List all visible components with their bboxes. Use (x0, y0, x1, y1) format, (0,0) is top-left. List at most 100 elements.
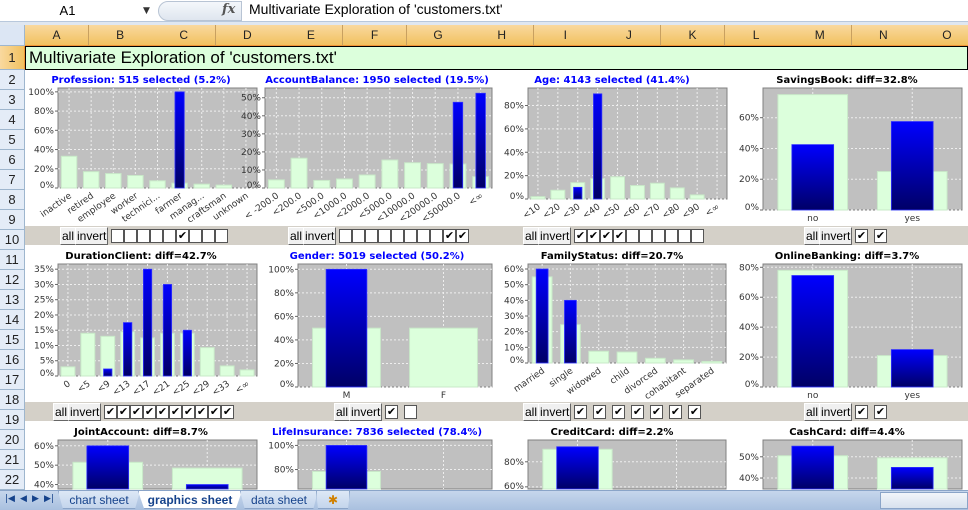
column-header-g[interactable]: G (406, 25, 471, 46)
base-bar[interactable] (219, 365, 235, 377)
selected-bar[interactable] (475, 92, 486, 189)
first-sheet-icon[interactable]: |◀ (5, 494, 15, 504)
column-header-e[interactable]: E (279, 25, 344, 46)
selected-bar[interactable] (142, 268, 153, 377)
category-checkbox[interactable] (678, 229, 691, 243)
category-checkbox[interactable]: ✔ (182, 405, 195, 419)
insert-function-icon[interactable]: fx (222, 2, 236, 17)
selected-bar[interactable] (103, 368, 113, 377)
prev-sheet-icon[interactable]: ◀ (20, 494, 27, 504)
base-bar[interactable] (629, 185, 645, 200)
tab-graphics-sheet[interactable]: graphics sheet (138, 491, 242, 509)
base-bar[interactable] (199, 347, 215, 377)
row-header-10[interactable]: 10 (0, 230, 25, 250)
column-header-c[interactable]: C (152, 25, 217, 46)
tab-chart-sheet[interactable]: chart sheet (58, 491, 140, 509)
base-bar[interactable] (149, 180, 166, 189)
base-bar[interactable] (60, 155, 78, 189)
selected-bar[interactable] (573, 186, 583, 200)
row-header-22[interactable]: 22 (0, 470, 25, 490)
select-all-button[interactable]: all (804, 227, 821, 245)
last-sheet-icon[interactable]: ▶| (44, 494, 54, 504)
category-checkbox[interactable]: ✔ (855, 405, 868, 419)
row-header-16[interactable]: 16 (0, 350, 25, 370)
base-bar[interactable] (404, 162, 421, 189)
base-bar[interactable] (610, 176, 626, 200)
row-header-21[interactable]: 21 (0, 450, 25, 470)
invert-button[interactable]: invert (349, 403, 383, 421)
category-checkbox[interactable]: ✔ (874, 405, 887, 419)
selected-bar[interactable] (535, 268, 549, 364)
category-checkbox[interactable]: ✔ (156, 405, 169, 419)
row-header-9[interactable]: 9 (0, 210, 25, 230)
column-header-f[interactable]: F (343, 25, 407, 46)
formula-input[interactable]: Multivariate Exploration of 'customers.t… (249, 1, 503, 17)
category-checkbox[interactable] (404, 405, 417, 419)
base-bar[interactable] (644, 357, 666, 364)
selected-bar[interactable] (182, 329, 192, 377)
invert-button[interactable]: invert (819, 403, 853, 421)
category-checkbox[interactable] (665, 229, 678, 243)
row-header-3[interactable]: 3 (0, 90, 25, 110)
base-bar[interactable] (290, 157, 308, 189)
category-checkbox[interactable]: ✔ (456, 229, 469, 243)
category-checkbox[interactable]: ✔ (688, 405, 701, 419)
base-bar[interactable] (239, 369, 255, 377)
name-box[interactable]: A1 (59, 3, 76, 18)
base-bar[interactable] (105, 173, 122, 189)
selected-bar[interactable] (452, 101, 464, 189)
base-bar[interactable] (215, 184, 233, 189)
horizontal-scrollbar[interactable] (880, 492, 968, 509)
row-header-4[interactable]: 4 (0, 110, 25, 130)
selected-bar[interactable] (185, 484, 229, 490)
category-checkbox[interactable]: ✔ (574, 229, 587, 243)
category-checkbox[interactable] (352, 229, 365, 243)
selected-bar[interactable] (325, 268, 368, 388)
category-checkbox[interactable]: ✔ (593, 405, 606, 419)
category-checkbox[interactable]: ✔ (587, 229, 600, 243)
category-checkbox[interactable]: ✔ (443, 229, 456, 243)
row-header-1[interactable]: 1 (0, 46, 25, 70)
category-checkbox[interactable]: ✔ (104, 405, 117, 419)
category-checkbox[interactable]: ✔ (169, 405, 182, 419)
next-sheet-icon[interactable]: ▶ (32, 494, 39, 504)
row-header-12[interactable]: 12 (0, 270, 25, 290)
category-checkbox[interactable] (430, 229, 443, 243)
selected-bar[interactable] (325, 445, 368, 490)
base-bar[interactable] (426, 163, 444, 189)
invert-button[interactable]: invert (303, 227, 337, 245)
select-all-button[interactable]: all (523, 227, 540, 245)
base-bar[interactable] (381, 159, 399, 189)
selected-bar[interactable] (890, 121, 934, 211)
selected-bar[interactable] (890, 467, 934, 490)
category-checkbox[interactable] (391, 229, 404, 243)
category-checkbox[interactable] (163, 229, 176, 243)
invert-button[interactable]: invert (75, 227, 109, 245)
column-header-l[interactable]: L (724, 25, 789, 46)
category-checkbox[interactable] (215, 229, 228, 243)
base-bar[interactable] (649, 182, 665, 200)
selected-bar[interactable] (556, 446, 599, 490)
category-checkbox[interactable] (150, 229, 163, 243)
category-checkbox[interactable]: ✔ (612, 405, 625, 419)
column-header-m[interactable]: M (788, 25, 853, 46)
category-checkbox[interactable] (202, 229, 215, 243)
select-all-button[interactable]: all (60, 227, 77, 245)
base-bar[interactable] (358, 174, 376, 189)
base-bar[interactable] (60, 366, 76, 377)
category-checkbox[interactable]: ✔ (143, 405, 156, 419)
row-header-2[interactable]: 2 (0, 70, 25, 90)
column-header-i[interactable]: I (533, 25, 598, 46)
invert-button[interactable]: invert (819, 227, 853, 245)
selected-bar[interactable] (890, 349, 934, 388)
selected-bar[interactable] (86, 445, 130, 490)
invert-button[interactable]: invert (68, 403, 102, 421)
base-bar[interactable] (588, 350, 610, 364)
column-header-a[interactable]: A (25, 25, 89, 46)
base-bar[interactable] (313, 179, 331, 189)
category-checkbox[interactable]: ✔ (613, 229, 626, 243)
row-header-19[interactable]: 19 (0, 410, 25, 430)
row-header-17[interactable]: 17 (0, 370, 25, 390)
base-bar[interactable] (530, 196, 546, 200)
selected-bar[interactable] (593, 93, 603, 200)
